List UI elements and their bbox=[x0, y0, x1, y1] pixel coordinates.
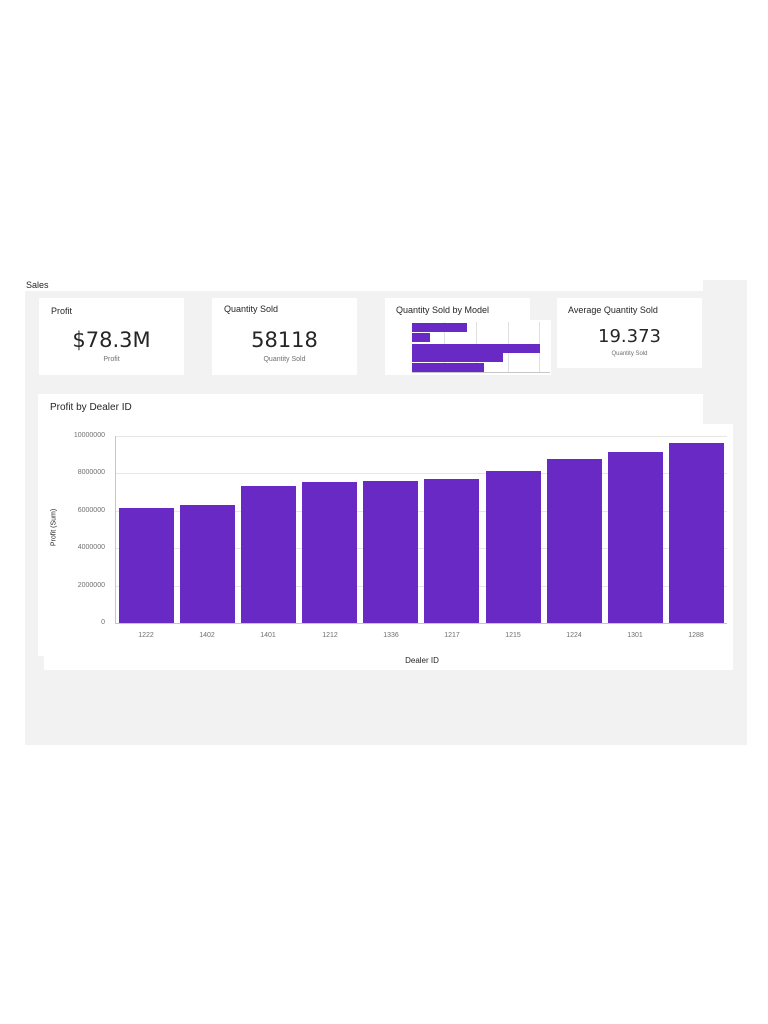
x-tick: 1402 bbox=[199, 632, 215, 639]
y-tick: 0 bbox=[101, 619, 105, 626]
gridline bbox=[115, 436, 727, 437]
tile-title: Quantity Sold bbox=[224, 304, 279, 314]
y-tick: 2000000 bbox=[77, 582, 105, 589]
gridline bbox=[115, 473, 727, 474]
mini-bar[interactable] bbox=[412, 323, 467, 332]
kpi-subtitle: Profit bbox=[103, 356, 120, 363]
y-tick: 8000000 bbox=[77, 469, 105, 476]
tile-title: Profit bbox=[51, 306, 73, 316]
y-tick: 6000000 bbox=[77, 507, 105, 514]
x-tick: 1401 bbox=[260, 632, 276, 639]
x-tick: 1212 bbox=[322, 632, 338, 639]
x-tick: 1217 bbox=[444, 632, 460, 639]
bar-1336[interactable] bbox=[363, 481, 418, 623]
chart-title: Profit by Dealer ID bbox=[50, 402, 132, 413]
x-tick: 1336 bbox=[383, 632, 399, 639]
mini-bar-chart bbox=[412, 322, 550, 373]
chart-panel-left bbox=[38, 424, 46, 656]
bar-1401[interactable] bbox=[241, 486, 296, 623]
x-axis-line bbox=[115, 623, 727, 624]
mini-chart-extension bbox=[530, 320, 551, 375]
x-tick: 1215 bbox=[505, 632, 521, 639]
bar-1215[interactable] bbox=[486, 471, 541, 623]
x-axis-label: Dealer ID bbox=[405, 656, 439, 665]
mini-bar[interactable] bbox=[412, 353, 503, 362]
kpi-subtitle: Quantity Sold bbox=[611, 351, 648, 357]
kpi-tile-profit[interactable]: Profit $78.3M Profit bbox=[39, 298, 184, 375]
bar-1288[interactable] bbox=[669, 443, 724, 623]
kpi-tile-average-quantity-sold[interactable]: Average Quantity Sold 19.373 Quantity So… bbox=[557, 298, 702, 368]
kpi-value: $78.3M bbox=[72, 328, 151, 352]
gridline bbox=[115, 586, 727, 587]
x-tick: 1222 bbox=[138, 632, 154, 639]
kpi-value: 58118 bbox=[251, 328, 318, 352]
bar-1402[interactable] bbox=[180, 505, 235, 623]
kpi-value: 19.373 bbox=[598, 326, 661, 347]
chart-panel-header bbox=[38, 394, 703, 426]
bar-1224[interactable] bbox=[547, 459, 602, 623]
mini-bar[interactable] bbox=[412, 344, 540, 353]
gridline bbox=[115, 548, 727, 549]
y-tick: 4000000 bbox=[77, 544, 105, 551]
kpi-tile-quantity-sold[interactable]: Quantity Sold 58118 Quantity Sold bbox=[212, 298, 357, 375]
y-axis-line bbox=[115, 436, 116, 624]
tile-title: Quantity Sold by Model bbox=[396, 305, 490, 315]
x-tick: 1224 bbox=[566, 632, 582, 639]
mini-x-axis bbox=[412, 372, 550, 373]
bar-1212[interactable] bbox=[302, 482, 357, 623]
x-tick: 1301 bbox=[627, 632, 643, 639]
tile-title: Average Quantity Sold bbox=[568, 305, 658, 315]
x-tick: 1288 bbox=[688, 632, 704, 639]
y-tick: 10000000 bbox=[73, 432, 105, 439]
kpi-subtitle: Quantity Sold bbox=[263, 356, 306, 363]
mini-bar[interactable] bbox=[412, 333, 430, 342]
section-title: Sales bbox=[26, 280, 49, 290]
bar-1217[interactable] bbox=[424, 479, 479, 623]
gridline bbox=[115, 511, 727, 512]
chart-tile-quantity-by-model[interactable]: Quantity Sold by Model bbox=[385, 298, 530, 375]
mini-bar[interactable] bbox=[412, 363, 484, 372]
bar-1301[interactable] bbox=[608, 452, 663, 623]
bar-1222[interactable] bbox=[119, 508, 174, 623]
